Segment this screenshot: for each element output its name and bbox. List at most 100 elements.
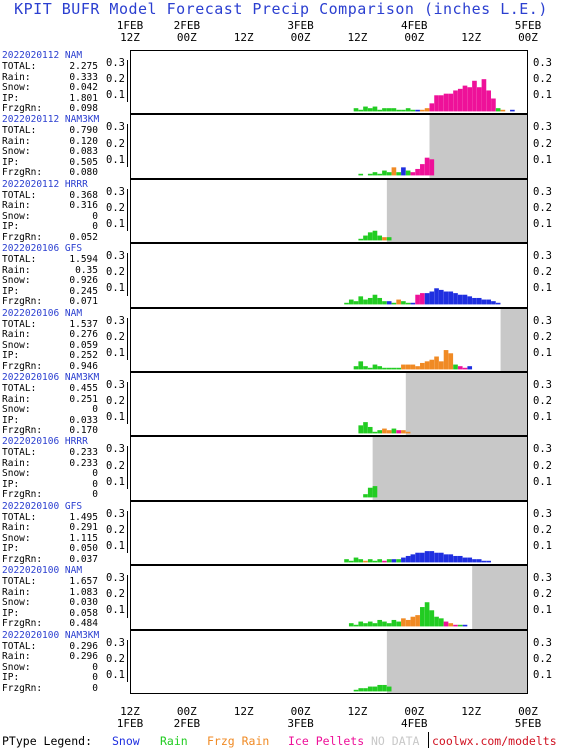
stat-label: Rain: bbox=[2, 651, 31, 663]
precip-panel bbox=[130, 565, 528, 630]
legend-ice-pellets: Ice Pellets bbox=[288, 734, 365, 748]
precip-bar bbox=[467, 296, 473, 305]
stat-label: TOTAL: bbox=[2, 576, 37, 588]
precip-bar bbox=[353, 689, 359, 691]
precip-bar bbox=[401, 301, 406, 305]
stat-value: 0.050 bbox=[69, 543, 98, 555]
precip-bar bbox=[415, 365, 420, 369]
precip-bar bbox=[372, 294, 378, 305]
y-axis-line bbox=[127, 188, 128, 232]
stat-value: 0 bbox=[92, 404, 98, 415]
stat-row: Rain: 0.276 bbox=[2, 330, 98, 341]
model-run-label: 2022020100 NAM3KM bbox=[2, 629, 100, 641]
model-run-label: 2022020112 NAM bbox=[2, 50, 83, 61]
precip-stats: TOTAL: 0.368 Rain: 0.316 Snow: 0 IP: 0 FrzgRn: 0.… bbox=[2, 190, 98, 244]
precip-bar bbox=[358, 621, 364, 627]
tick-label-bottom: 5FEB bbox=[514, 717, 542, 730]
tick-label-bottom: 00Z bbox=[404, 31, 425, 44]
model-run-label: 2022020100 GFS bbox=[2, 500, 83, 512]
precip-bar bbox=[415, 615, 420, 627]
stat-value: 0.333 bbox=[69, 71, 98, 83]
precip-bar bbox=[391, 167, 397, 176]
precip-panel bbox=[130, 114, 528, 179]
y-tick-label-left: 0.1 bbox=[106, 346, 125, 359]
y-tick-label-right: 0.3 bbox=[533, 250, 552, 263]
stat-value: 0.455 bbox=[69, 383, 98, 394]
precip-bar bbox=[386, 301, 392, 305]
tick-label-bottom: 12Z bbox=[120, 31, 140, 44]
precip-bar bbox=[401, 618, 406, 627]
panel-plot bbox=[344, 288, 501, 305]
stat-value: 0.059 bbox=[69, 339, 98, 351]
axis-tick: 12Z bbox=[337, 20, 377, 44]
y-tick-label-left: 0.2 bbox=[106, 73, 125, 86]
stat-label: Rain: bbox=[2, 393, 31, 405]
axis-tick: 12Z bbox=[451, 706, 491, 730]
tick-label-top: 00Z bbox=[518, 705, 538, 718]
stat-label: FrzgRn: bbox=[2, 618, 43, 630]
precip-bar bbox=[424, 108, 430, 112]
no-data-region bbox=[386, 179, 527, 243]
stat-row: FrzgRn: 0.037 bbox=[2, 554, 98, 566]
precip-bar bbox=[510, 109, 515, 112]
precip-bar bbox=[434, 288, 439, 305]
panel-plot bbox=[358, 179, 527, 243]
precip-bar bbox=[420, 164, 425, 176]
no-data-region bbox=[429, 115, 527, 178]
precip-bar bbox=[353, 301, 359, 305]
axis-tick: 12Z bbox=[224, 706, 264, 730]
precip-bar bbox=[424, 550, 430, 563]
legend-label: PType Legend: bbox=[2, 734, 93, 748]
axis-tick: 4FEB 00Z bbox=[394, 20, 434, 44]
stat-row: IP: 0.033 bbox=[2, 415, 98, 427]
precip-bar bbox=[429, 550, 435, 563]
tick-label-bottom: 4FEB bbox=[401, 717, 428, 730]
model-run-label: 2022020112 NAM3KM bbox=[2, 114, 100, 126]
stat-row: Rain: 0.251 bbox=[2, 393, 98, 406]
precip-bar bbox=[453, 555, 458, 563]
precip-bar bbox=[377, 109, 383, 112]
legend-no-data: NO DATA bbox=[371, 734, 420, 748]
y-tick-label-left: 0.1 bbox=[106, 153, 125, 166]
precip-bar bbox=[443, 554, 449, 563]
precip-bar bbox=[472, 558, 477, 563]
precip-bar bbox=[391, 367, 397, 369]
tick-label-top: 00Z bbox=[176, 705, 197, 718]
precip-bar bbox=[424, 158, 430, 176]
precip-stats: TOTAL: 2.275 Rain: 0.333 Snow: 0.042 IP: 1.801 F… bbox=[2, 61, 98, 115]
stat-value: 0.245 bbox=[69, 285, 98, 297]
y-tick-label-right: 0.3 bbox=[533, 507, 552, 520]
stat-row: IP: 0.058 bbox=[2, 608, 98, 620]
stat-row: TOTAL: 1.594 bbox=[2, 255, 98, 266]
precip-bar bbox=[363, 422, 368, 434]
axis-tick: 00Z 4FEB bbox=[394, 706, 434, 730]
precip-panel bbox=[130, 436, 528, 501]
y-tick-label-left: 0.2 bbox=[106, 395, 125, 408]
precip-bar bbox=[358, 238, 364, 241]
precip-bar bbox=[476, 558, 482, 563]
y-tick-label-left: 0.1 bbox=[106, 540, 125, 553]
credit-link[interactable]: coolwx.com/modelts bbox=[432, 734, 557, 748]
stat-label: IP: bbox=[2, 285, 20, 297]
y-axis-line bbox=[127, 510, 128, 554]
stat-value: 1.495 bbox=[69, 511, 98, 523]
stat-value: 0.233 bbox=[69, 457, 98, 469]
precip-bar bbox=[434, 356, 439, 369]
precip-bar bbox=[472, 80, 477, 112]
precip-bar bbox=[386, 558, 392, 563]
precip-bar bbox=[372, 364, 378, 369]
y-tick-label-right: 0.3 bbox=[533, 379, 552, 392]
stat-label: IP: bbox=[2, 156, 20, 168]
stat-row: FrzgRn: 0.071 bbox=[2, 297, 98, 308]
axis-tick: 2FEB 00Z bbox=[167, 20, 207, 44]
precip-bar bbox=[386, 108, 392, 112]
stat-value: 0.252 bbox=[69, 350, 98, 362]
stat-label: Rain: bbox=[2, 522, 31, 534]
precip-bar bbox=[353, 108, 359, 112]
precip-bar bbox=[467, 557, 473, 563]
stat-row: FrzgRn: 0.170 bbox=[2, 425, 98, 437]
precip-bar bbox=[448, 291, 454, 305]
precip-bar bbox=[372, 686, 378, 691]
stat-label: Snow: bbox=[2, 82, 31, 93]
y-tick-label-left: 0.2 bbox=[106, 459, 125, 472]
